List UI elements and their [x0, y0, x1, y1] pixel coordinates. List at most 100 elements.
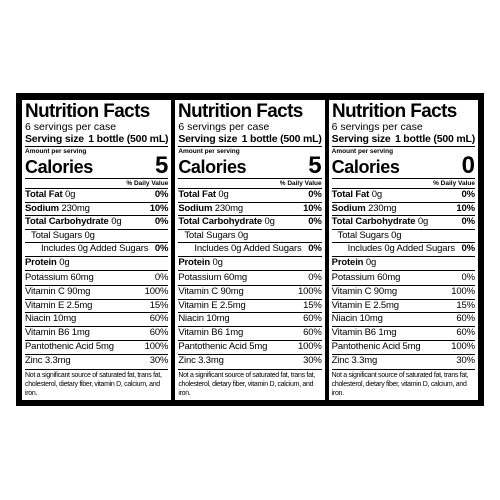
sodium-row: Sodium 230mg 10%: [331, 201, 475, 216]
vitamin-dv: 60%: [303, 313, 322, 325]
total-fat-row: Total Fat 0g 0%: [25, 188, 168, 202]
added-sugars-text: Includes 0g Added Sugars: [194, 243, 302, 255]
vitamin-row: Vitamin E 2.5mg 15%: [178, 298, 322, 313]
vitamin-name: Vitamin C 90mg: [331, 285, 397, 297]
footnote: Not a significant source of saturated fa…: [331, 371, 469, 397]
vitamin-dv: 100%: [451, 341, 475, 353]
vitamin-row: Vitamin C 90mg 100%: [25, 284, 168, 299]
footnote: Not a significant source of saturated fa…: [25, 371, 162, 397]
sodium-row: Sodium 230mg 10%: [25, 201, 168, 216]
total-carb-amount: 0g: [111, 216, 122, 228]
total-sugars-text: Total Sugars 0g: [31, 229, 95, 241]
vitamin-name: Pantothenic Acid 5mg: [331, 341, 421, 353]
added-sugars-dv: 0%: [461, 243, 476, 255]
vitamin-row: Potassium 60mg 0%: [332, 272, 475, 285]
vitamin-row: Vitamin C 90mg 100%: [178, 284, 322, 299]
vitamin-name: Niacin 10mg: [178, 313, 230, 325]
total-carb-dv: 0%: [308, 216, 322, 228]
added-sugars-text: Includes 0g Added Sugars: [41, 243, 149, 255]
sodium-dv: 10%: [456, 202, 475, 214]
nutrition-panel-1: Nutrition Facts 6 servings per case Serv…: [22, 100, 172, 400]
sodium-row: Sodium 230mg 10%: [178, 201, 322, 216]
vitamin-name: Vitamin E 2.5mg: [331, 299, 399, 311]
vitamin-dv: 0%: [154, 272, 169, 284]
vitamin-name: Vitamin B6 1mg: [331, 327, 397, 339]
vitamin-row: Pantothenic Acid 5mg 100%: [25, 340, 168, 354]
total-carb-amount: 0g: [264, 216, 275, 228]
total-sugars-row: Total Sugars 0g: [331, 228, 475, 243]
protein-row: Protein 0g: [331, 255, 475, 270]
sodium-dv: 10%: [303, 202, 322, 214]
vitamin-dv: 0%: [308, 272, 322, 284]
vitamin-name: Potassium 60mg: [178, 272, 247, 284]
daily-value-header: % Daily Value: [433, 180, 475, 188]
calories-label: Calories: [178, 156, 247, 177]
vitamin-row: Niacin 10mg 60%: [25, 312, 168, 326]
vitamin-dv: 100%: [297, 341, 322, 353]
vitamin-dv: 100%: [451, 285, 475, 297]
sodium-amount: 230mg: [61, 202, 90, 214]
total-fat-dv: 0%: [154, 189, 169, 201]
sodium-amount: 230mg: [214, 202, 244, 214]
vitamin-name: Zinc 3.3mg: [178, 354, 224, 366]
vitamin-name: Zinc 3.3mg: [331, 354, 378, 366]
added-sugars-row: Includes 0g Added Sugars 0%: [331, 242, 476, 256]
calories-value: 5: [154, 151, 169, 179]
nutrition-facts-title: Nutrition Facts: [178, 100, 304, 122]
sodium-label: Sodium: [331, 202, 366, 214]
protein-row: Protein 0g: [25, 255, 169, 270]
vitamin-dv: 100%: [297, 285, 322, 297]
vitamin-row: Zinc 3.3mg 30%: [25, 353, 168, 368]
vitamin-row: Pantothenic Acid 5mg 100%: [178, 340, 322, 354]
vitamin-dv: 15%: [149, 299, 169, 311]
vitamin-row: Niacin 10mg 60%: [178, 312, 322, 326]
vitamin-name: Vitamin E 2.5mg: [178, 299, 246, 311]
vitamin-dv: 60%: [456, 327, 475, 339]
total-sugars-text: Total Sugars 0g: [184, 229, 249, 241]
total-carb-label: Total Carbohydrate: [178, 216, 263, 228]
nutrition-facts-title: Nutrition Facts: [331, 100, 457, 122]
vitamin-name: Vitamin B6 1mg: [25, 327, 90, 339]
vitamin-row: Vitamin B6 1mg 60%: [178, 326, 322, 340]
calories-row: Calories 5: [178, 153, 321, 177]
total-carb-dv: 0%: [461, 216, 476, 228]
total-carb-row: Total Carbohydrate 0g 0%: [331, 215, 476, 229]
nutrition-panel-2: Nutrition Facts 6 servings per case Serv…: [175, 100, 325, 400]
calories-label: Calories: [25, 156, 93, 177]
vitamin-row: Pantothenic Acid 5mg 100%: [331, 340, 475, 354]
total-carb-dv: 0%: [154, 216, 169, 228]
vitamin-row: Vitamin E 2.5mg 15%: [25, 298, 169, 313]
protein-amount: 0g: [59, 256, 70, 268]
servings-per-container: 6 servings per case: [25, 121, 117, 133]
servings-per-container: 6 servings per case: [178, 121, 270, 133]
calories-value: 0: [461, 151, 475, 179]
vitamin-row: Zinc 3.3mg 30%: [178, 353, 322, 368]
protein-amount: 0g: [365, 256, 377, 268]
serving-size-value: 1 bottle (500 mL): [241, 133, 322, 145]
serving-size-value: 1 bottle (500 mL): [88, 133, 169, 145]
vitamin-dv: 0%: [461, 272, 476, 284]
added-sugars-dv: 0%: [154, 243, 169, 255]
vitamin-dv: 60%: [149, 313, 169, 325]
amount-per-serving: Amount per serving: [331, 147, 394, 155]
vitamin-name: Vitamin B6 1mg: [178, 327, 244, 339]
sodium-label: Sodium: [25, 202, 59, 214]
vitamin-row: Vitamin C 90mg 100%: [331, 284, 475, 299]
vitamin-row: Vitamin B6 1mg 60%: [331, 326, 475, 340]
total-fat-dv: 0%: [461, 189, 476, 201]
total-fat-row: Total Fat 0g 0%: [331, 188, 476, 202]
nutrition-labels: Nutrition Facts 6 servings per case Serv…: [16, 93, 484, 406]
total-carb-row: Total Carbohydrate 0g 0%: [25, 215, 168, 229]
amount-per-serving: Amount per serving: [25, 147, 87, 155]
serving-size-row: Serving size 1 bottle (500 mL): [332, 133, 476, 145]
serving-size-value: 1 bottle (500 mL): [394, 133, 475, 145]
divider-thick: [178, 146, 322, 147]
divider-thick: [178, 270, 322, 272]
serving-size-label: Serving size: [178, 133, 238, 145]
vitamin-row: Potassium 60mg 0%: [178, 272, 321, 285]
protein-label: Protein: [178, 256, 211, 268]
total-fat-label: Total Fat: [25, 189, 63, 201]
amount-per-serving: Amount per serving: [178, 147, 240, 155]
serving-size-label: Serving size: [25, 133, 84, 145]
vitamin-dv: 15%: [303, 299, 322, 311]
